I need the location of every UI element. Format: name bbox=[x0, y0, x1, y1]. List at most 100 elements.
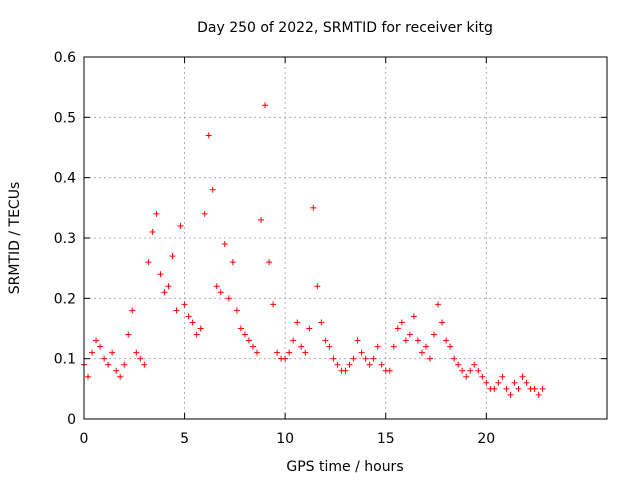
data-point bbox=[443, 337, 450, 344]
x-tick-label: 5 bbox=[180, 431, 189, 447]
data-point bbox=[422, 343, 429, 350]
data-point bbox=[294, 319, 301, 326]
data-point bbox=[354, 337, 361, 344]
data-point bbox=[467, 367, 474, 374]
data-point bbox=[233, 307, 240, 314]
data-point bbox=[322, 337, 329, 344]
data-point bbox=[414, 337, 421, 344]
data-point bbox=[149, 228, 156, 235]
data-point bbox=[378, 361, 385, 368]
data-point bbox=[169, 253, 176, 260]
y-axis-label: SRMTID / TECUs bbox=[7, 182, 23, 295]
data-point bbox=[193, 331, 200, 338]
data-points bbox=[81, 102, 546, 398]
data-point bbox=[270, 301, 277, 308]
y-tick-label: 0.3 bbox=[54, 231, 76, 247]
data-point bbox=[241, 331, 248, 338]
data-point bbox=[495, 379, 502, 386]
data-point bbox=[539, 385, 546, 392]
data-point bbox=[491, 385, 498, 392]
y-tick-label: 0.1 bbox=[54, 352, 76, 368]
data-point bbox=[185, 313, 192, 320]
data-point bbox=[418, 349, 425, 356]
x-tick-label: 15 bbox=[377, 431, 395, 447]
data-point bbox=[439, 319, 446, 326]
data-point bbox=[455, 361, 462, 368]
data-point bbox=[117, 373, 124, 380]
y-tick-label: 0 bbox=[67, 412, 76, 428]
data-point bbox=[157, 271, 164, 278]
data-point bbox=[85, 373, 92, 380]
data-point bbox=[426, 355, 433, 362]
data-point bbox=[471, 361, 478, 368]
data-point bbox=[137, 355, 144, 362]
data-point bbox=[499, 373, 506, 380]
data-point bbox=[326, 343, 333, 350]
data-point bbox=[447, 343, 454, 350]
data-point bbox=[262, 102, 269, 109]
data-point bbox=[350, 355, 357, 362]
chart-title: Day 250 of 2022, SRMTID for receiver kit… bbox=[197, 20, 493, 36]
data-point bbox=[475, 367, 482, 374]
data-point bbox=[406, 331, 413, 338]
data-point bbox=[209, 186, 216, 193]
data-point bbox=[201, 210, 208, 217]
data-point bbox=[342, 367, 349, 374]
data-point bbox=[390, 343, 397, 350]
data-point bbox=[145, 259, 152, 266]
data-point bbox=[290, 337, 297, 344]
data-point bbox=[531, 385, 538, 392]
data-point bbox=[479, 373, 486, 380]
data-point bbox=[519, 373, 526, 380]
data-point bbox=[189, 319, 196, 326]
data-point bbox=[362, 355, 369, 362]
data-point bbox=[249, 343, 256, 350]
data-point bbox=[197, 325, 204, 332]
y-tick-label: 0.6 bbox=[54, 50, 76, 66]
x-axis-label: GPS time / hours bbox=[286, 459, 403, 475]
data-point bbox=[306, 325, 313, 332]
data-point bbox=[161, 289, 168, 296]
data-point bbox=[286, 349, 293, 356]
data-point bbox=[229, 259, 236, 266]
y-tick-label: 0.2 bbox=[54, 291, 76, 307]
data-point bbox=[451, 355, 458, 362]
data-point bbox=[511, 379, 518, 386]
data-point bbox=[483, 379, 490, 386]
data-point bbox=[205, 132, 212, 139]
data-point bbox=[237, 325, 244, 332]
data-point bbox=[101, 355, 108, 362]
data-point bbox=[282, 355, 289, 362]
data-point bbox=[225, 295, 232, 302]
data-point bbox=[217, 289, 224, 296]
data-point bbox=[113, 367, 120, 374]
x-tick-label: 0 bbox=[80, 431, 89, 447]
data-point bbox=[370, 355, 377, 362]
x-tick-label: 20 bbox=[477, 431, 495, 447]
data-point bbox=[503, 385, 510, 392]
data-point bbox=[173, 307, 180, 314]
data-point bbox=[274, 349, 281, 356]
data-point bbox=[318, 319, 325, 326]
data-point bbox=[253, 349, 260, 356]
data-point bbox=[330, 355, 337, 362]
data-point bbox=[374, 343, 381, 350]
data-point bbox=[165, 283, 172, 290]
data-point bbox=[358, 349, 365, 356]
data-point bbox=[133, 349, 140, 356]
data-point bbox=[523, 379, 530, 386]
data-point bbox=[398, 319, 405, 326]
data-point bbox=[463, 373, 470, 380]
data-point bbox=[346, 361, 353, 368]
data-point bbox=[97, 343, 104, 350]
data-point bbox=[366, 361, 373, 368]
data-point bbox=[410, 313, 417, 320]
data-point bbox=[129, 307, 136, 314]
data-point bbox=[386, 367, 393, 374]
data-point bbox=[93, 337, 100, 344]
data-point bbox=[177, 222, 184, 229]
data-point bbox=[221, 241, 228, 248]
data-point bbox=[507, 391, 514, 398]
data-point bbox=[435, 301, 442, 308]
